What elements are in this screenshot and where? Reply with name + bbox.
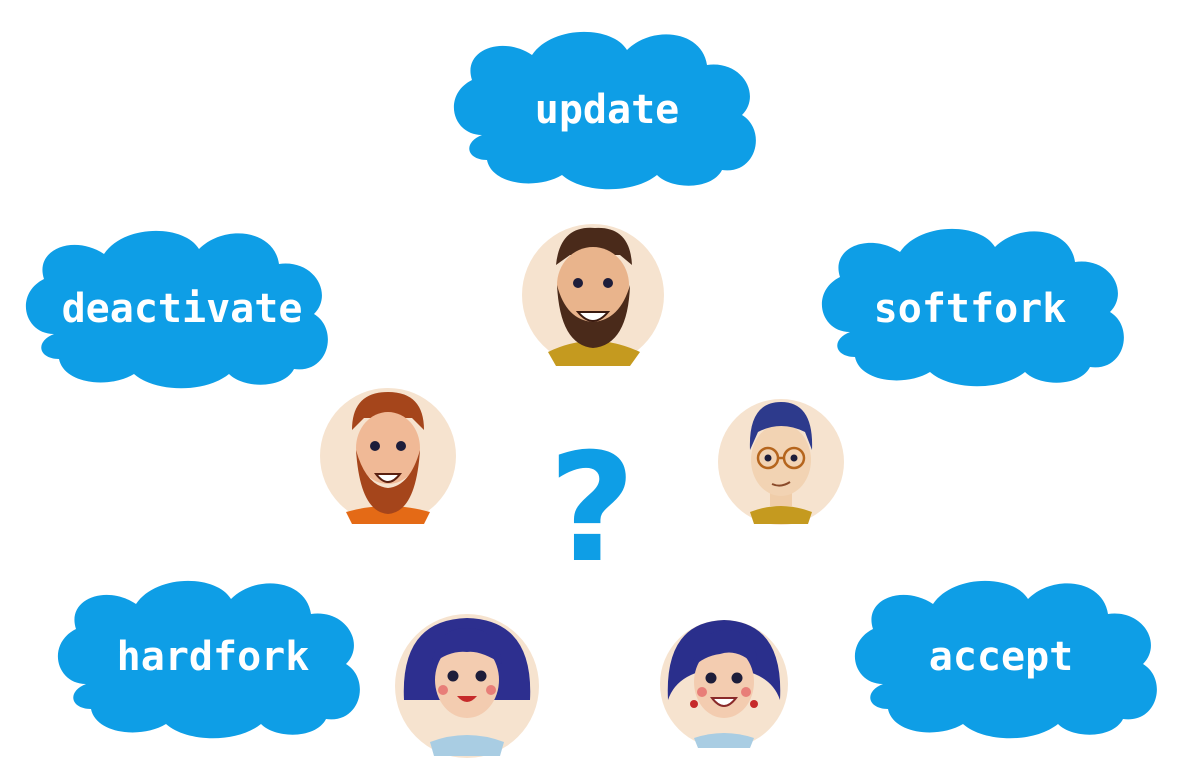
avatar-man-glasses [718,399,844,525]
avatar-woman-curly [660,620,788,748]
cloud-deactivate: deactivate [25,230,328,389]
cloud-hardfork: hardfork [57,580,360,739]
question-mark-icon: ? [548,422,635,596]
avatar-bearded-man-ginger [320,388,456,524]
cloud-deactivate-label: deactivate [62,286,303,332]
cloud-update-label: update [535,87,680,133]
avatar-woman-bob [395,614,539,758]
cloud-softfork: softfork [821,228,1124,387]
cloud-softfork-label: softfork [874,286,1067,332]
avatar-bearded-man-dark [522,224,664,366]
cloud-hardfork-label: hardfork [117,634,310,680]
cloud-accept-label: accept [929,634,1074,680]
cloud-update: update [453,31,756,190]
cloud-accept: accept [854,580,1157,739]
